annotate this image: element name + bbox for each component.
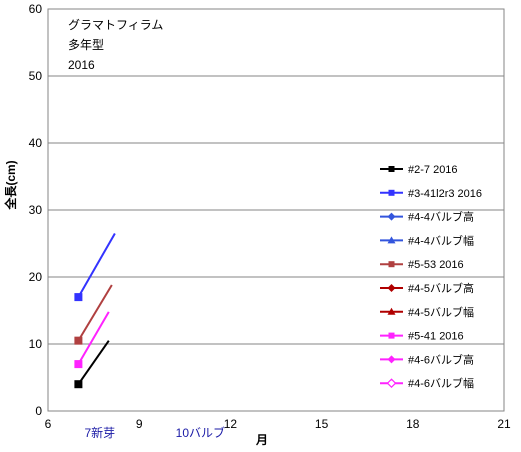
legend-label: #4-5バルブ幅: [408, 305, 474, 319]
series-path: [77, 284, 113, 342]
chart-title-block: グラマトフィラム 多年型 2016: [68, 18, 163, 72]
y-tick-label: 0: [35, 404, 42, 418]
legend-item: #4-5バルブ幅: [380, 305, 474, 319]
x-tick-label: 18: [406, 417, 420, 431]
chart-title-line-1: グラマトフィラム: [68, 18, 163, 32]
series-line: [74, 232, 116, 302]
legend-item: #5-53 2016: [380, 259, 464, 271]
series-line: [74, 340, 110, 389]
chart-title-line-3: 2016: [68, 58, 95, 72]
x-tick-label: 15: [315, 417, 329, 431]
legend-marker: [388, 261, 395, 268]
legend-label: #5-53 2016: [408, 259, 464, 271]
x-tick-label: 21: [497, 417, 511, 431]
legend-marker: [387, 307, 396, 315]
legend-marker: [386, 378, 397, 389]
legend-label: #5-41 2016: [408, 331, 464, 343]
annotation-label: 10バルブ: [176, 425, 225, 440]
legend-label: #4-5バルブ高: [408, 281, 474, 295]
legend-marker: [387, 284, 396, 292]
series-group: [74, 232, 116, 389]
y-tick-labels: 0 10 20 30 40 50 60: [29, 2, 43, 418]
data-point: [74, 336, 83, 345]
series-path: [77, 311, 110, 365]
annotation-label: 7新芽: [84, 425, 115, 440]
legend-marker: [387, 355, 396, 364]
legend-marker: [388, 166, 395, 172]
legend-marker: [387, 212, 396, 221]
y-tick-label: 20: [29, 270, 43, 284]
legend-marker: [387, 236, 396, 244]
data-point: [74, 360, 83, 369]
legend-item: #4-6バルブ高: [380, 352, 474, 366]
legend-item: #4-4バルブ高: [380, 210, 474, 224]
y-tick-label: 40: [29, 136, 43, 150]
series-line: [74, 311, 110, 369]
plot-area-frame: [47, 8, 505, 412]
series-path: [77, 232, 116, 298]
series-path: [77, 340, 110, 385]
y-tick-label: 30: [29, 203, 43, 217]
x-tick-label: 9: [136, 417, 143, 431]
y-tick-label: 60: [29, 2, 43, 16]
chart-title-line-2: 多年型: [68, 38, 104, 52]
x-axis-label: 月: [255, 433, 268, 447]
data-point: [74, 293, 83, 302]
series-line: [74, 284, 113, 345]
legend-label: #3-41l2r3 2016: [408, 188, 482, 200]
legend-item: #2-7 2016: [380, 164, 458, 176]
legend-item: #4-4バルブ幅: [380, 233, 474, 247]
data-point: [74, 380, 83, 389]
x-tick-label: 12: [224, 417, 238, 431]
x-tick-label: 6: [45, 417, 52, 431]
legend-item: #4-5バルブ高: [380, 281, 474, 295]
legend-item: #4-6バルブ幅: [380, 376, 474, 390]
grid-lines: [48, 8, 504, 412]
legend-label: #4-4バルブ幅: [408, 233, 474, 247]
legend-marker: [388, 332, 395, 339]
legend-item: #3-41l2r3 2016: [380, 188, 482, 200]
y-axis-label: 全長(cm): [3, 160, 18, 210]
legend-label: #4-6バルブ幅: [408, 376, 474, 390]
legend-marker: [388, 189, 395, 196]
legend: #2-7 2016 #3-41l2r3 2016 #4-4バルブ高 #4-4バルブ幅 #…: [380, 164, 482, 390]
legend-item: #5-41 2016: [380, 331, 464, 343]
annotations: 7新芽 10バルブ: [84, 425, 225, 440]
legend-label: #4-4バルブ高: [408, 210, 474, 224]
y-tick-label: 50: [29, 69, 43, 83]
legend-label: #4-6バルブ高: [408, 352, 474, 366]
y-tick-label: 10: [29, 337, 43, 351]
legend-label: #2-7 2016: [408, 164, 458, 176]
x-tick-labels: 6 9 12 15 18 21: [45, 417, 511, 431]
